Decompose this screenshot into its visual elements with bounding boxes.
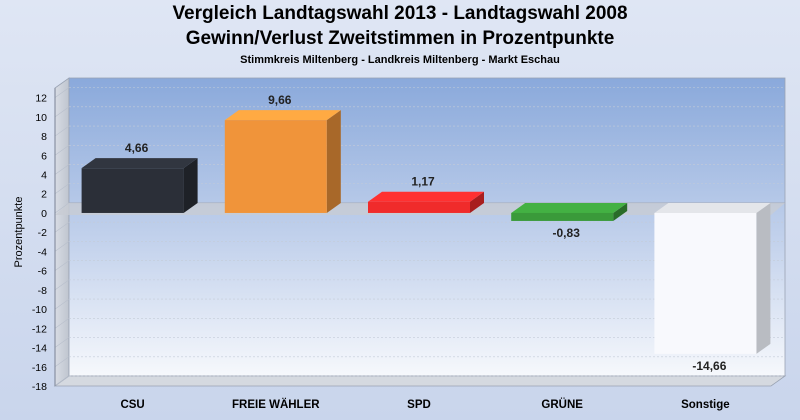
bar-side — [470, 191, 484, 213]
y-tick-label: -6 — [38, 266, 47, 278]
floor — [53, 375, 787, 387]
gridline-side — [54, 145, 70, 156]
gridline-side — [54, 87, 70, 98]
gridline-side — [54, 279, 70, 291]
y-tick-label: -2 — [38, 227, 47, 239]
gridline-side — [54, 164, 70, 175]
gridline-side — [54, 298, 70, 310]
y-tick-label: -14 — [32, 343, 47, 355]
chart-title: Vergleich Landtagswahl 2013 - Landtagswa… — [172, 3, 628, 24]
y-tick-label: 6 — [41, 150, 47, 162]
data-label: -14,66 — [692, 359, 726, 373]
x-tick-label: Sonstige — [681, 399, 730, 411]
y-tick-label: -12 — [32, 323, 47, 335]
x-tick-label: FREIE WÄHLER — [232, 398, 320, 411]
bar-sonstige: -14,66 — [654, 202, 771, 373]
y-tick-label: 12 — [35, 93, 47, 105]
y-tick-label: -4 — [38, 246, 47, 258]
gridline-side — [54, 337, 70, 348]
bar-top — [654, 202, 771, 213]
gridline-side — [54, 202, 70, 214]
y-tick-label: -18 — [32, 381, 47, 393]
y-tick-label: 8 — [41, 131, 47, 143]
gridline-side — [54, 106, 70, 118]
bar-front — [511, 212, 614, 221]
bar-spd: 1,17 — [368, 175, 484, 213]
y-tick-label: 4 — [41, 170, 47, 182]
x-axis: CSU FREIE WÄHLER SPD GRÜNE Sonstige — [120, 398, 729, 411]
bar-side — [756, 202, 771, 354]
chart-subsubtitle: Stimmkreis Miltenberg - Landkreis Milten… — [240, 54, 560, 66]
bar-top — [224, 110, 341, 121]
bar-front — [368, 201, 470, 213]
bars: 4,66 9,66 1,17 -0,83 -14,66 — [81, 93, 771, 373]
chart-subtitle: Gewinn/Verlust Zweitstimmen in Prozentpu… — [185, 28, 615, 49]
y-tick-label: 0 — [41, 208, 47, 220]
y-axis-label: Prozentpunkte — [13, 197, 25, 268]
gridline-side — [54, 241, 70, 252]
y-tick-label: 10 — [35, 112, 47, 124]
bar-side — [613, 202, 628, 221]
x-tick-label: SPD — [407, 399, 431, 411]
bar-side — [326, 110, 341, 213]
data-label: 4,66 — [125, 141, 149, 155]
bar-front — [224, 120, 327, 213]
data-label: 9,66 — [268, 93, 292, 107]
gridline-side — [54, 125, 70, 137]
y-tick-label: -8 — [38, 285, 47, 297]
gridline-side — [54, 221, 70, 233]
bar-side — [183, 158, 198, 213]
data-label: -0,83 — [553, 226, 581, 240]
gridline-side — [54, 375, 70, 387]
y-axis: 12 10 8 6 4 2 0 -2 -4 -6 -8 -10 -12 -14 -16 -18 — [32, 88, 56, 393]
bar-top — [81, 158, 198, 169]
gridline-side — [54, 183, 70, 194]
y-tick-label: -10 — [32, 304, 47, 316]
bar-csu: 4,66 — [81, 141, 198, 213]
bar-top — [368, 191, 484, 202]
y-tick-label: 2 — [41, 189, 47, 201]
y-tick-label: -16 — [32, 362, 47, 374]
x-tick-label: GRÜNE — [541, 398, 583, 411]
gridline-side — [54, 356, 70, 368]
bar-front — [81, 168, 184, 213]
left-wall — [54, 77, 70, 387]
bar-freie-w-hler: 9,66 — [224, 93, 341, 213]
gridline-side — [54, 318, 70, 329]
data-label: 1,17 — [411, 175, 435, 189]
bar-top — [511, 202, 628, 213]
bar-gr-ne: -0,83 — [511, 202, 628, 240]
x-tick-label: CSU — [120, 399, 144, 411]
bar-front — [654, 212, 757, 354]
gridline-side — [54, 260, 70, 271]
